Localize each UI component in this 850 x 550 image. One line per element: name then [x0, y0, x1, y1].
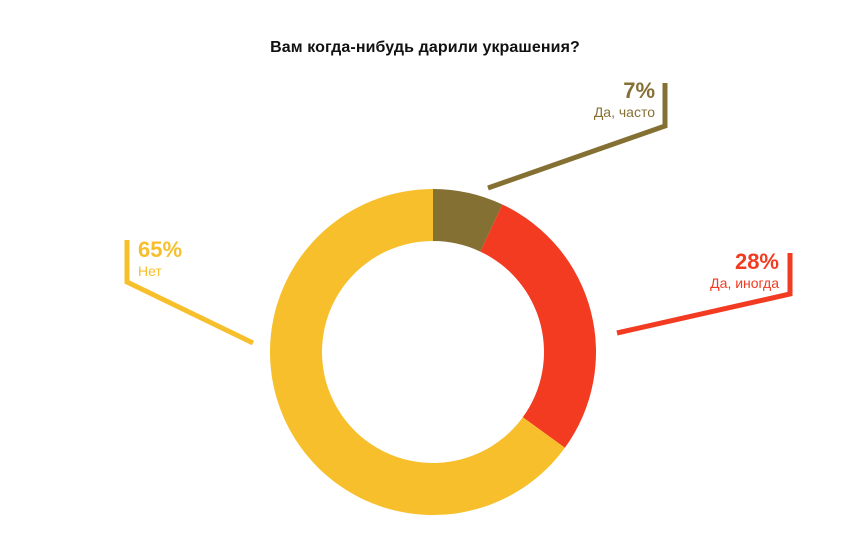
leader-line-da-chasto: [487, 83, 668, 191]
chart-title: Вам когда-нибудь дарили украшения?: [270, 39, 580, 56]
callout-da-chasto-label: Да, часто: [593, 104, 655, 120]
callout-da-chasto-pct: 7%: [623, 78, 655, 103]
donut-segment-1: [480, 204, 596, 448]
callout-net: 65% Нет: [138, 238, 182, 280]
leader-line-da-inogda: [616, 253, 793, 336]
donut-segment-0: [433, 189, 503, 252]
donut-segment-2: [270, 189, 565, 515]
leader-line-net: [124, 240, 255, 346]
callout-da-inogda-label: Да, иногда: [710, 275, 779, 291]
callout-da-chasto: 7% Да, часто: [594, 79, 655, 121]
donut-ring: [270, 189, 596, 515]
callout-net-label: Нет: [138, 263, 162, 279]
callout-net-pct: 65%: [138, 237, 183, 262]
callout-da-inogda: 28% Да, иногда: [710, 250, 779, 292]
callout-da-inogda-pct: 28%: [734, 249, 779, 274]
